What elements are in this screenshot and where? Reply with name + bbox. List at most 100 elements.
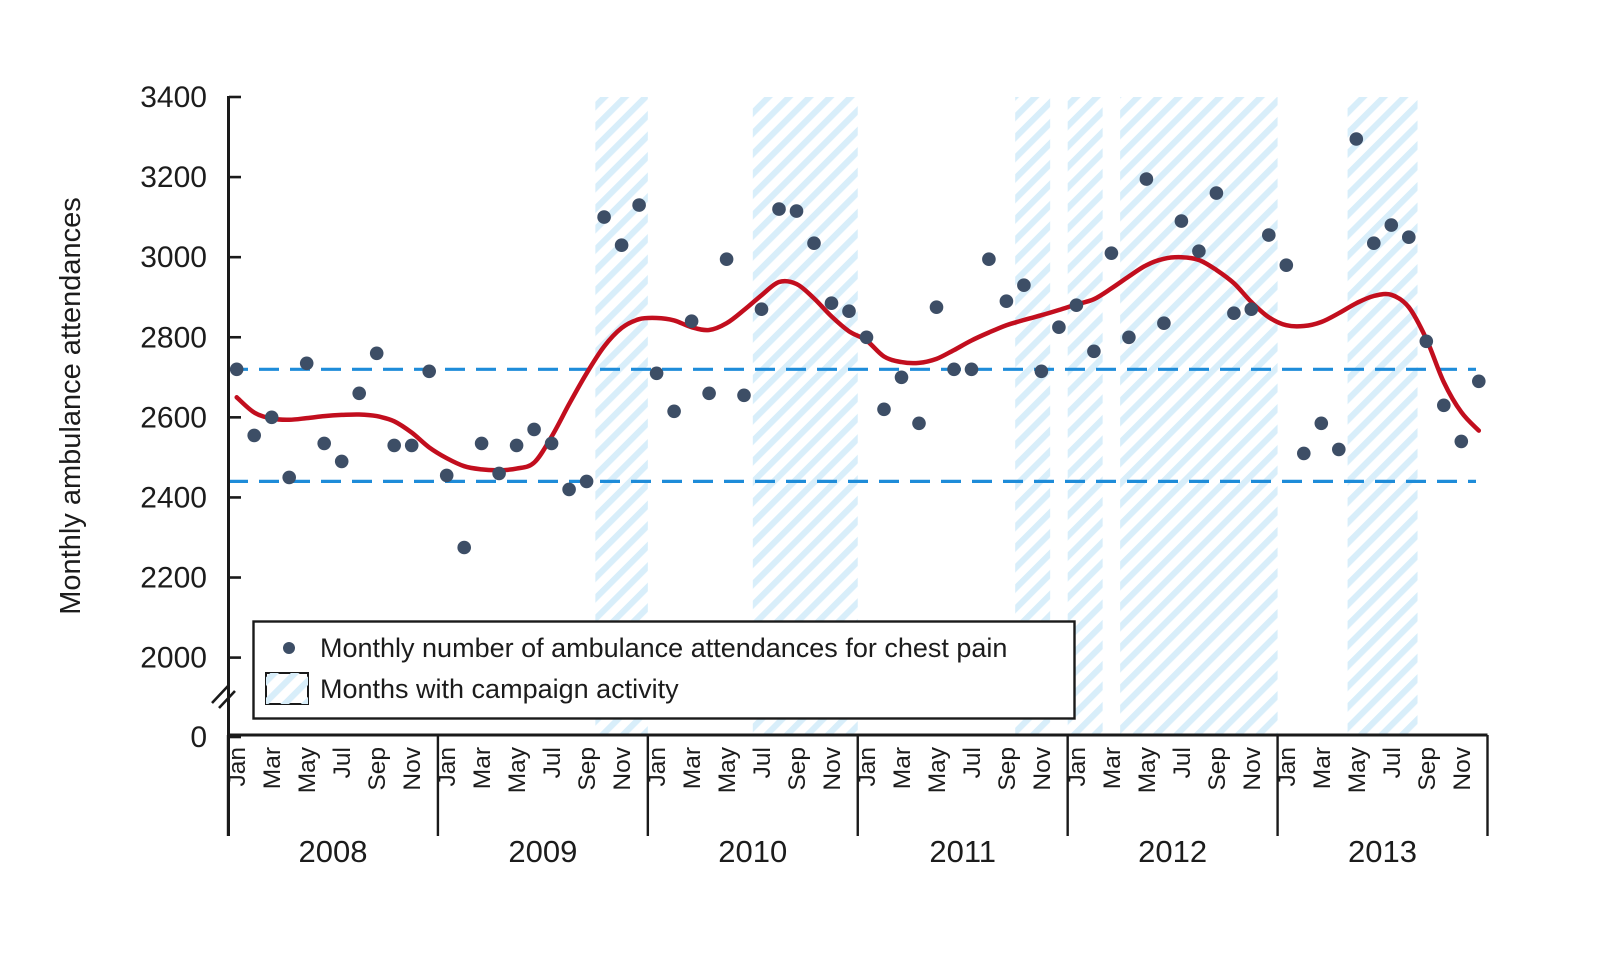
scatter-point	[807, 236, 821, 250]
scatter-point	[387, 438, 402, 453]
y-tick-label: 2200	[140, 562, 207, 595]
scatter-point	[859, 330, 874, 345]
scatter-point	[352, 386, 367, 401]
year-label: 2010	[718, 834, 787, 869]
scatter-point	[264, 410, 279, 425]
scatter-point	[1262, 228, 1276, 242]
scatter-point	[1472, 374, 1486, 389]
y-tick-label: 2400	[140, 481, 207, 514]
month-tick-label: Nov	[399, 746, 426, 790]
month-tick-label: Mar	[679, 747, 706, 789]
scatter-point	[684, 314, 699, 329]
scatter-point	[894, 370, 909, 385]
scatter-point	[1244, 302, 1259, 317]
year-separators	[226, 735, 1489, 836]
month-tick-label: Jul	[959, 747, 986, 778]
month-tick-label: Jan	[224, 747, 251, 787]
month-tick-label: Jul	[1169, 747, 1196, 778]
month-tick-label: Jan	[644, 747, 671, 787]
scatter-point	[474, 436, 489, 451]
month-tick-labels: Jan Mar May Jul Sep Nov Jan Mar May Jul Sep Nov Jan M…	[224, 746, 1476, 793]
month-tick-label: Jan	[1274, 747, 1301, 787]
scatter-point	[439, 468, 454, 483]
legend-box	[252, 620, 1076, 720]
y-tick-label: 3200	[140, 161, 207, 194]
legend-label-campaign: Months with campaign activity	[320, 674, 679, 704]
scatter-point	[1349, 132, 1364, 146]
month-tick-label: Nov	[819, 746, 846, 790]
scatter-point	[614, 238, 629, 252]
month-tick-label: May	[1344, 746, 1371, 793]
scatter-point	[1017, 278, 1031, 293]
scatter-point	[299, 356, 314, 371]
scatter-point	[737, 388, 751, 403]
y-axis-ticks: 3400 3200 3000 2800 2600 2400 2200 2000 0	[140, 81, 241, 754]
month-tick-label: Mar	[1309, 747, 1336, 789]
legend-label-attendances: Monthly number of ambulance attendances …	[320, 633, 1007, 663]
scatter-point	[1454, 434, 1469, 449]
scatter-point	[1122, 330, 1136, 345]
month-tick-label: May	[294, 746, 321, 793]
scatter-points	[229, 132, 1486, 555]
y-tick-label: 2000	[140, 642, 207, 675]
scatter-point	[1087, 344, 1101, 359]
scatter-point	[1227, 306, 1241, 321]
scatter-point	[1279, 258, 1294, 273]
scatter-point	[964, 362, 979, 377]
y-tick-label: 2600	[140, 401, 207, 434]
scatter-point	[1332, 442, 1346, 457]
scatter-point	[334, 454, 349, 469]
y-axis: 3400 3200 3000 2800 2600 2400 2200 2000 0 Monthl…	[55, 81, 241, 836]
campaign-band	[1347, 97, 1418, 735]
x-axis: Jan Mar May Jul Sep Nov Jan Mar May Jul Sep Nov Jan M…	[224, 733, 1489, 869]
month-tick-label: May	[714, 746, 741, 793]
month-tick-label: Sep	[784, 747, 811, 791]
scatter-point	[632, 198, 646, 212]
scatter-point	[562, 482, 576, 497]
trend-line	[234, 254, 1482, 473]
scatter-point	[422, 364, 437, 379]
legend-hatched-swatch	[265, 672, 309, 705]
scatter-point	[1402, 230, 1416, 244]
scatter-point	[702, 386, 716, 401]
y-axis-title: Monthly ambulance attendances	[55, 197, 87, 615]
year-label: 2009	[508, 834, 577, 869]
scatter-point	[772, 202, 786, 216]
campaign-band	[1120, 97, 1278, 735]
scatter-point	[1384, 218, 1399, 232]
month-tick-label: Jul	[329, 747, 356, 778]
scatter-point	[509, 438, 524, 453]
month-tick-label: Sep	[364, 747, 391, 791]
y-tick-label: 3400	[140, 81, 207, 114]
y-tick-label: 3000	[140, 241, 207, 274]
month-tick-label: Mar	[469, 747, 496, 789]
scatter-point	[544, 436, 559, 451]
scatter-point	[999, 294, 1014, 309]
scatter-point	[824, 296, 839, 311]
scatter-point	[1069, 298, 1084, 313]
month-tick-label: Jan	[1064, 747, 1091, 787]
month-tick-label: Nov	[1239, 746, 1266, 790]
legend-dot-marker	[283, 642, 295, 654]
month-tick-label: Sep	[994, 747, 1021, 791]
scatter-point	[1297, 446, 1311, 461]
legend: Monthly number of ambulance attendances …	[252, 620, 1076, 720]
scatter-point	[667, 404, 681, 419]
scatter-point	[1314, 416, 1329, 431]
year-label: 2008	[298, 834, 367, 869]
scatter-point	[929, 300, 944, 315]
scatter-point	[1157, 316, 1171, 331]
scatter-point	[947, 362, 961, 377]
year-labels: 2008 2009 2010 2011 2012 2013	[298, 834, 1417, 869]
year-label: 2011	[929, 834, 996, 869]
scatter-point	[457, 540, 472, 555]
scatter-point	[754, 302, 769, 317]
scatter-point	[1419, 334, 1434, 349]
scatter-point	[912, 416, 926, 431]
reference-lines	[228, 367, 1476, 484]
month-tick-label: Nov	[1029, 746, 1056, 790]
month-tick-label: Sep	[1414, 747, 1441, 791]
scatter-point	[527, 422, 541, 437]
scatter-point	[229, 362, 244, 377]
